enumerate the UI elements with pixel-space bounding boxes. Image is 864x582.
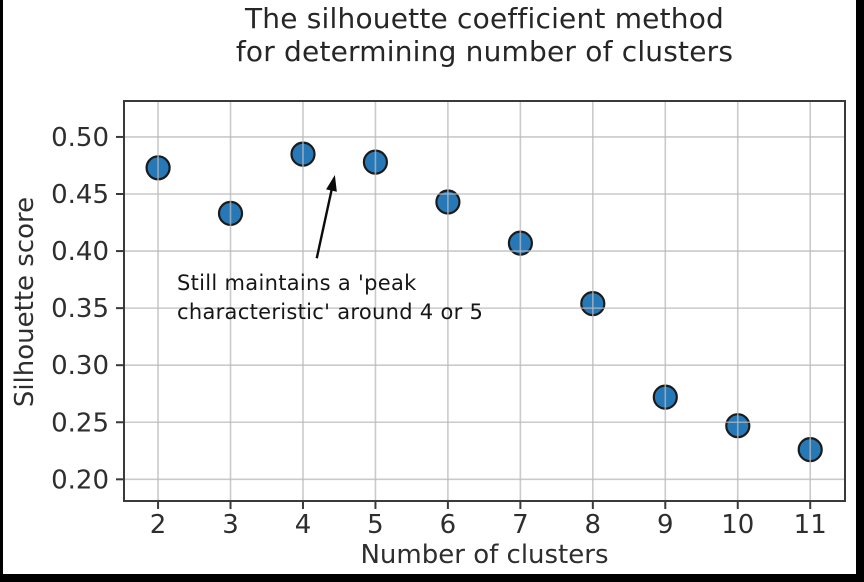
y-tick-label: 0.30 bbox=[51, 351, 109, 381]
x-tick-label: 7 bbox=[512, 510, 529, 540]
chart-title-line2: for determining number of clusters bbox=[235, 35, 734, 68]
chart-title: The silhouette coefficient method for de… bbox=[124, 2, 845, 68]
plot-area: 2 3 4 5 6 7 8 9 10 11 0.20 0.25 0.30 0.35 0.40 0.45 0.50 bbox=[51, 100, 846, 540]
y-tick-label: 0.45 bbox=[51, 180, 109, 210]
x-tick-label: 4 bbox=[295, 510, 312, 540]
x-tick-label: 3 bbox=[222, 510, 239, 540]
y-tick-label: 0.25 bbox=[51, 408, 109, 438]
y-axis-label: Silhouette score bbox=[10, 196, 40, 408]
x-tick-label: 11 bbox=[794, 510, 827, 540]
x-tick-label: 2 bbox=[150, 510, 167, 540]
annotation-line2: characteristic' around 4 or 5 bbox=[177, 300, 484, 324]
annotation-arrow-head bbox=[326, 174, 337, 192]
figure-canvas: The silhouette coefficient method for de… bbox=[3, 0, 856, 574]
annotation-arrow-shaft bbox=[315, 186, 334, 259]
x-tick-label: 10 bbox=[721, 510, 754, 540]
y-tick-label: 0.35 bbox=[51, 294, 109, 324]
x-tick-label: 8 bbox=[585, 510, 602, 540]
x-tick-label: 5 bbox=[367, 510, 384, 540]
x-axis-label: Number of clusters bbox=[360, 540, 609, 570]
y-tick-label: 0.50 bbox=[51, 123, 109, 153]
x-tick-label: 9 bbox=[657, 510, 674, 540]
chart-title-line1: The silhouette coefficient method bbox=[244, 2, 725, 35]
annotation-line1: Still maintains a 'peak bbox=[177, 271, 417, 295]
x-tick-label: 6 bbox=[440, 510, 457, 540]
plot-frame bbox=[123, 100, 846, 502]
annotation-text: Still maintains a 'peak characteristic' … bbox=[177, 269, 483, 327]
y-tick-label: 0.40 bbox=[51, 237, 109, 267]
y-tick-label: 0.20 bbox=[51, 465, 109, 495]
